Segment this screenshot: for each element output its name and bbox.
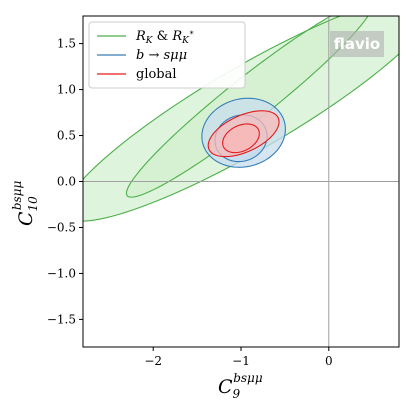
svg-text:C10bsμμ: C10bsμμ xyxy=(10,181,40,226)
y-axis-label: C10bsμμ xyxy=(10,181,40,226)
y-tick-label: 1.0 xyxy=(57,83,76,97)
contour-line-r-k-r-k-2sigma xyxy=(83,16,399,222)
watermark-text: flavio xyxy=(334,35,380,53)
y-axis-label-main: C xyxy=(15,211,37,226)
x-tick-label: −2 xyxy=(144,354,162,368)
y-tick-label: 0.5 xyxy=(57,129,76,143)
contour-line-global-2sigma xyxy=(207,110,280,158)
y-tick-label: 1.5 xyxy=(57,37,76,51)
reference-lines xyxy=(83,16,399,347)
x-axis-label: C9 bsμμ xyxy=(218,371,263,401)
watermark-background xyxy=(330,31,384,57)
x-tick-label: −1 xyxy=(232,354,250,368)
y-axis-ticks: −1.5 −1.0 −0.5 0.0 0.5 1.0 1.5 xyxy=(47,37,83,326)
y-axis-label-sup: bsμμ xyxy=(10,181,24,211)
legend-label-global: global xyxy=(136,67,177,82)
svg-text:C9bsμμ: C9 bsμμ xyxy=(218,371,263,401)
x-axis-ticks: −2 −1 0 xyxy=(144,347,333,368)
y-tick-label: −0.5 xyxy=(47,220,76,234)
x-tick-label: 0 xyxy=(325,354,333,368)
contours-layer xyxy=(83,16,399,222)
legend-box xyxy=(88,21,246,89)
y-tick-label: 0.0 xyxy=(57,175,76,189)
x-axis-label-sup: bsμμ xyxy=(233,371,263,385)
contour-line-r-k-r-k-1sigma xyxy=(125,16,369,198)
contour-line-global-1sigma xyxy=(222,123,260,154)
x-axis-label-main: C xyxy=(218,376,233,398)
legend: RK & RK∗ b → sμμ global xyxy=(88,21,246,89)
legend-label-b-to-smumu: b → sμμ xyxy=(136,48,187,63)
y-axis-label-sub: 10 xyxy=(26,196,40,212)
y-tick-label: −1.5 xyxy=(47,312,76,326)
x-axis-label-sub: 9 xyxy=(233,387,241,401)
y-tick-label: −1.0 xyxy=(47,266,76,280)
legend-label-rk-rkstar: RK & RK∗ xyxy=(135,28,194,46)
flavio-watermark: flavio xyxy=(330,31,384,57)
contour-line-b-s-2sigma xyxy=(201,97,286,168)
contour-fill-global-1sigma xyxy=(222,123,260,153)
